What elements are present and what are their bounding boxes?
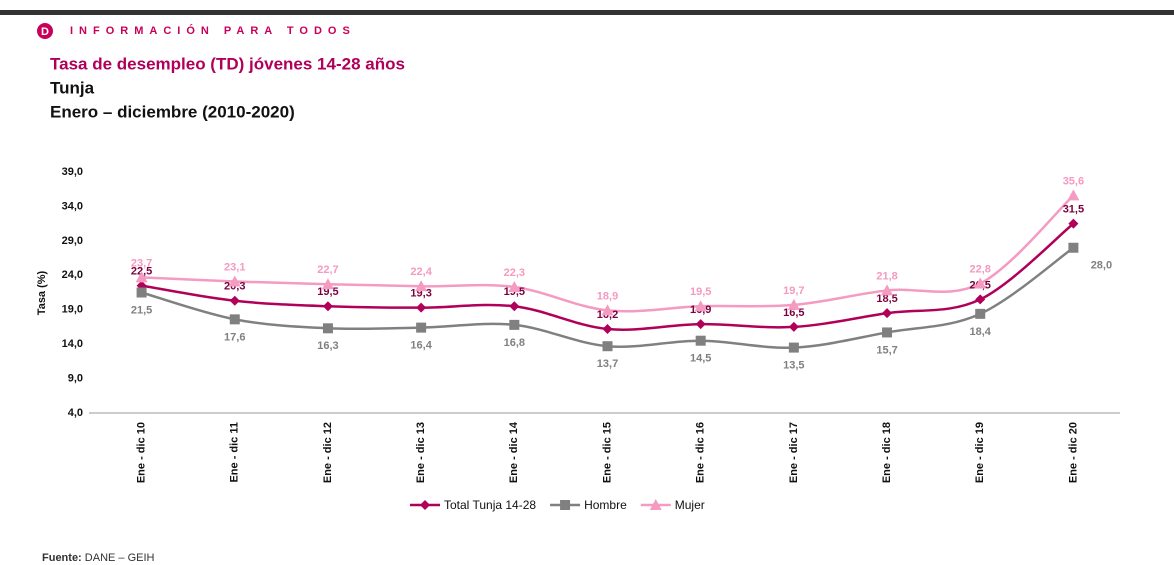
data-label: 19,7 <box>783 285 804 297</box>
point <box>975 294 986 305</box>
data-label: 14,5 <box>690 353 711 365</box>
y-tick-label: 39,0 <box>62 166 83 178</box>
point <box>415 280 428 292</box>
top-rule <box>0 10 1174 15</box>
y-tick-label: 34,0 <box>62 200 83 212</box>
data-label: 19,5 <box>504 286 525 298</box>
data-label: 13,5 <box>783 359 804 371</box>
point <box>135 271 148 283</box>
point <box>509 319 520 330</box>
data-label: 16,8 <box>504 337 525 349</box>
x-tick-label: Ene - dic 20 <box>1067 422 1079 483</box>
point <box>788 321 799 332</box>
source: Fuente: DANE – GEIH <box>42 552 155 564</box>
point <box>602 323 613 334</box>
y-tick-label: 14,0 <box>62 338 83 350</box>
point <box>322 323 333 334</box>
legend-marker <box>560 500 571 510</box>
point <box>228 275 241 287</box>
point <box>601 304 614 316</box>
data-label: 18,9 <box>597 290 618 302</box>
data-label: 18,5 <box>876 293 897 305</box>
subtitle: Tunja <box>50 78 95 97</box>
point <box>882 308 893 319</box>
data-label: 20,3 <box>224 281 245 293</box>
point <box>509 301 520 312</box>
data-label: 28,0 <box>1091 260 1112 272</box>
source-label: Fuente: <box>42 552 82 564</box>
point <box>695 335 706 346</box>
point <box>1068 242 1079 253</box>
data-label: 17,6 <box>224 331 245 343</box>
y-tick-label: 24,0 <box>62 269 83 281</box>
point <box>229 295 240 306</box>
data-label: 23,1 <box>224 261 245 273</box>
point <box>321 278 334 290</box>
legend-marker <box>420 500 430 510</box>
x-tick-label: Ene - dic 19 <box>974 422 986 483</box>
y-tick-label: 19,0 <box>62 304 83 316</box>
source-text: DANE – GEIH <box>85 552 155 564</box>
data-label: 22,3 <box>504 267 525 279</box>
point <box>416 302 427 313</box>
chart-title: Tasa de desempleo (TD) jóvenes 14-28 año… <box>50 54 405 73</box>
point <box>416 322 427 333</box>
data-label: 15,7 <box>876 344 897 356</box>
point <box>508 280 521 292</box>
point <box>975 308 986 319</box>
y-tick-label: 4,0 <box>68 407 83 419</box>
data-label: 22,4 <box>410 266 432 278</box>
x-tick-label: Ene - dic 11 <box>229 422 241 483</box>
point <box>881 284 894 296</box>
point <box>788 342 799 353</box>
point <box>602 341 613 352</box>
point <box>694 300 707 312</box>
legend-label: Total Tunja 14-28 <box>444 498 536 512</box>
x-tick-label: Ene - dic 18 <box>881 422 893 483</box>
data-label: 22,7 <box>317 264 338 276</box>
x-tick-label: Ene - dic 17 <box>788 422 800 483</box>
legend-label: Hombre <box>584 498 627 512</box>
point <box>974 277 987 289</box>
x-tick-label: Ene - dic 12 <box>322 422 334 483</box>
data-label: 13,7 <box>597 358 618 370</box>
x-tick-label: Ene - dic 13 <box>415 422 427 483</box>
data-label: 22,8 <box>970 263 991 275</box>
point <box>882 327 893 338</box>
point <box>1067 189 1080 201</box>
point <box>787 298 800 310</box>
data-label: 23,7 <box>131 257 152 269</box>
tagline: INFORMACIÓN PARA TODOS <box>70 24 356 37</box>
x-tick-label: Ene - dic 10 <box>135 422 147 483</box>
point <box>136 287 147 298</box>
data-label: 31,5 <box>1063 204 1084 216</box>
y-tick-label: 9,0 <box>68 372 83 384</box>
data-label: 16,4 <box>410 340 432 352</box>
point <box>229 314 240 325</box>
point <box>322 301 333 312</box>
data-label: 16,3 <box>317 340 338 352</box>
subtitle: Enero – diciembre (2010-2020) <box>50 102 295 121</box>
data-label: 21,5 <box>131 304 152 316</box>
logo-letter: D <box>41 26 49 38</box>
y-tick-label: 29,0 <box>62 235 83 247</box>
point <box>1068 218 1079 229</box>
x-tick-label: Ene - dic 14 <box>508 421 520 483</box>
point <box>695 319 706 330</box>
data-label: 35,6 <box>1063 175 1084 187</box>
legend-marker <box>649 499 662 510</box>
x-tick-label: Ene - dic 16 <box>695 422 707 483</box>
data-label: 18,4 <box>970 326 992 338</box>
logo <box>37 23 53 39</box>
data-label: 21,8 <box>876 270 897 282</box>
legend-label: Mujer <box>675 498 705 512</box>
x-tick-label: Ene - dic 15 <box>601 422 613 483</box>
data-label: 19,5 <box>690 286 711 298</box>
y-axis-label: Tasa (%) <box>36 270 48 315</box>
